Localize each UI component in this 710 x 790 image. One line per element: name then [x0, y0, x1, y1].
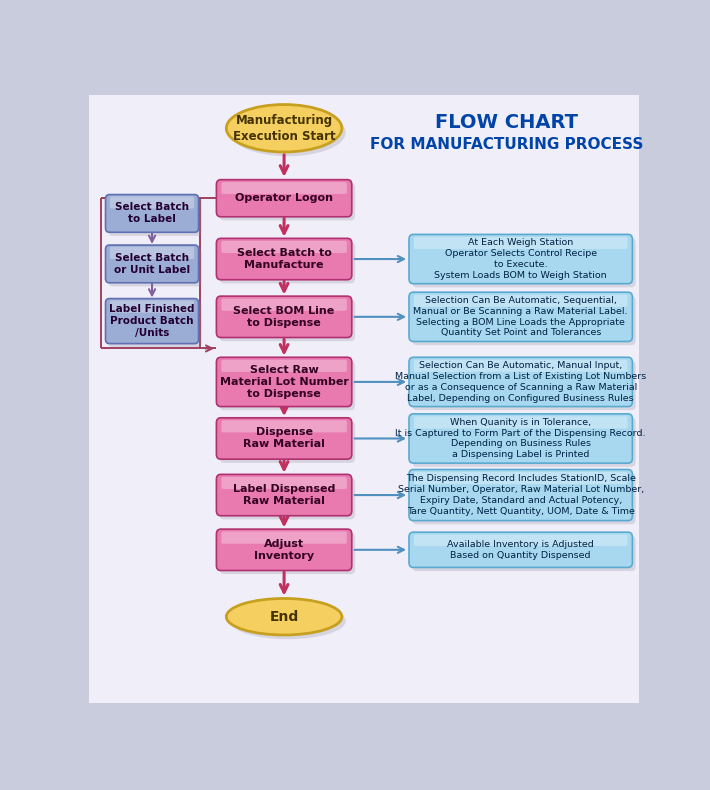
FancyBboxPatch shape [110, 197, 194, 209]
FancyBboxPatch shape [413, 238, 635, 288]
FancyBboxPatch shape [414, 472, 628, 484]
FancyBboxPatch shape [222, 299, 346, 310]
Text: Label Finished
Product Batch
/Units: Label Finished Product Batch /Units [109, 304, 195, 338]
FancyBboxPatch shape [109, 303, 202, 348]
Text: Dispense
Raw Material: Dispense Raw Material [243, 427, 325, 450]
FancyBboxPatch shape [217, 474, 351, 516]
Text: FOR MANUFACTURING PROCESS: FOR MANUFACTURING PROCESS [370, 137, 644, 152]
Ellipse shape [230, 109, 346, 156]
FancyBboxPatch shape [219, 478, 355, 519]
FancyBboxPatch shape [222, 420, 346, 432]
FancyBboxPatch shape [217, 239, 351, 280]
FancyBboxPatch shape [217, 357, 351, 407]
FancyBboxPatch shape [219, 299, 355, 341]
FancyBboxPatch shape [414, 416, 628, 428]
Text: The Dispensing Record Includes StationID, Scale
Serial Number, Operator, Raw Mat: The Dispensing Record Includes StationID… [398, 475, 644, 516]
FancyBboxPatch shape [222, 532, 346, 544]
Text: Manufacturing
Execution Start: Manufacturing Execution Start [233, 114, 335, 143]
FancyBboxPatch shape [409, 469, 633, 521]
FancyBboxPatch shape [414, 359, 628, 372]
Text: When Quanity is in Tolerance,
It is Captured to Form Part of the Dispensing Reco: When Quanity is in Tolerance, It is Capt… [395, 418, 646, 459]
Text: At Each Weigh Station
Operator Selects Control Recipe
to Execute.
System Loads B: At Each Weigh Station Operator Selects C… [435, 239, 607, 280]
FancyBboxPatch shape [110, 300, 194, 313]
FancyBboxPatch shape [217, 296, 351, 337]
FancyBboxPatch shape [219, 532, 355, 574]
FancyBboxPatch shape [409, 532, 633, 567]
FancyBboxPatch shape [217, 529, 351, 570]
Ellipse shape [226, 599, 342, 635]
Text: Select Batch
or Unit Label: Select Batch or Unit Label [114, 253, 190, 275]
FancyBboxPatch shape [219, 242, 355, 284]
FancyBboxPatch shape [409, 235, 633, 284]
Text: End: End [270, 610, 299, 624]
Text: Selection Can Be Automatic, Sequential,
Manual or Be Scanning a Raw Material Lab: Selection Can Be Automatic, Sequential, … [413, 296, 628, 337]
Text: Available Inventory is Adjusted
Based on Quantity Dispensed: Available Inventory is Adjusted Based on… [447, 540, 594, 559]
FancyBboxPatch shape [106, 245, 199, 283]
Text: Operator Logon: Operator Logon [235, 194, 333, 203]
Ellipse shape [230, 603, 346, 639]
FancyBboxPatch shape [219, 361, 355, 410]
FancyBboxPatch shape [217, 418, 351, 459]
FancyBboxPatch shape [106, 194, 199, 232]
Text: Select Raw
Material Lot Number
to Dispense: Select Raw Material Lot Number to Dispen… [219, 365, 349, 399]
FancyBboxPatch shape [413, 417, 635, 467]
FancyBboxPatch shape [409, 414, 633, 463]
Text: Label Dispensed
Raw Material: Label Dispensed Raw Material [233, 484, 335, 506]
FancyBboxPatch shape [414, 237, 628, 249]
Text: Select Batch to
Manufacture: Select Batch to Manufacture [236, 248, 332, 270]
FancyBboxPatch shape [414, 295, 628, 307]
Text: Select BOM Line
to Dispense: Select BOM Line to Dispense [234, 306, 334, 328]
FancyBboxPatch shape [110, 246, 194, 259]
Text: FLOW CHART: FLOW CHART [435, 113, 579, 132]
Ellipse shape [226, 104, 342, 152]
FancyBboxPatch shape [413, 473, 635, 525]
FancyBboxPatch shape [222, 241, 346, 253]
FancyBboxPatch shape [219, 183, 355, 220]
FancyBboxPatch shape [222, 359, 346, 372]
Text: Select Batch
to Label: Select Batch to Label [115, 202, 189, 224]
FancyBboxPatch shape [83, 88, 645, 709]
FancyBboxPatch shape [413, 536, 635, 571]
FancyBboxPatch shape [414, 535, 628, 546]
Text: Selection Can Be Automatic, Manual Input,
Manual Selection from a List of Existi: Selection Can Be Automatic, Manual Input… [395, 361, 646, 403]
FancyBboxPatch shape [413, 295, 635, 345]
FancyBboxPatch shape [217, 179, 351, 216]
FancyBboxPatch shape [409, 357, 633, 407]
FancyBboxPatch shape [413, 361, 635, 410]
FancyBboxPatch shape [109, 198, 202, 236]
FancyBboxPatch shape [409, 292, 633, 341]
FancyBboxPatch shape [222, 477, 346, 489]
FancyBboxPatch shape [106, 299, 199, 344]
FancyBboxPatch shape [219, 421, 355, 463]
Text: Adjust
Inventory: Adjust Inventory [254, 539, 314, 561]
FancyBboxPatch shape [222, 182, 346, 194]
FancyBboxPatch shape [109, 249, 202, 287]
